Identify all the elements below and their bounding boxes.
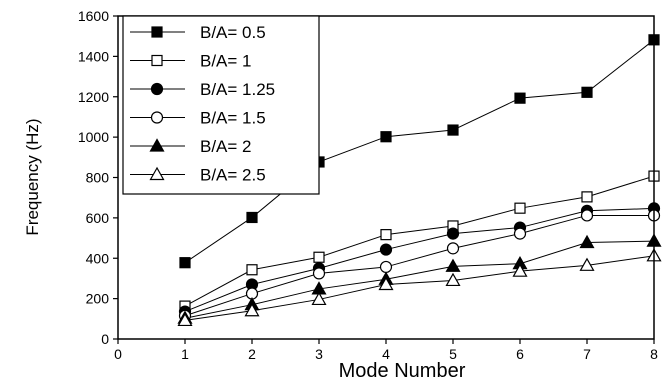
legend-marker [149,138,165,152]
y-tick-label: 600 [86,210,110,226]
data-point [513,227,527,240]
x-tick-label: 0 [114,346,122,362]
y-tick-label: 0 [101,331,109,347]
x-tick-label: 4 [382,346,390,362]
data-point [379,260,393,274]
y-axis-title: Frequency (Hz) [23,118,42,235]
legend-label: B/A= 0.5 [200,23,266,42]
series-line-4 [184,240,655,319]
y-tick-label: 1400 [78,48,109,64]
series-line-3 [184,214,654,317]
y-tick-label: 1200 [78,89,109,105]
data-point [380,131,392,143]
data-point [313,251,325,263]
legend-label: B/A= 1.5 [200,109,266,128]
y-tick-label: 800 [86,170,110,186]
y-tick-label: 1600 [78,8,109,24]
x-tick-label: 8 [650,346,658,362]
data-point [446,242,460,255]
legend-label: B/A= 1.25 [200,80,275,99]
data-point [447,124,459,136]
series-markers [177,34,662,327]
data-point [581,191,593,203]
data-point [445,272,461,287]
x-tick-label: 7 [583,346,591,362]
data-point [579,234,595,249]
data-point [579,257,595,271]
data-point [246,211,258,224]
legend: B/A= 0.5 B/A= 1 B/A= 1.25 B/A= 1.5 B/A= 2 B/A… [122,15,320,195]
data-point [514,202,526,214]
x-tick-label: 2 [248,346,256,362]
data-point [244,303,260,317]
data-point [380,229,392,241]
legend-label: B/A= 1 [200,52,252,71]
legend-label: B/A= 2 [200,137,252,156]
data-point [179,257,191,269]
x-axis-title: Mode Number [339,360,466,382]
series-line-1 [184,175,655,307]
data-point [512,263,528,277]
x-tick-label: 5 [449,346,457,362]
data-point [580,209,594,222]
data-point [379,243,393,256]
data-point [446,227,460,240]
legend-marker [149,166,165,181]
legend-marker [151,54,163,67]
legend-items: B/A= 0.5 B/A= 1 B/A= 1.25 B/A= 1.5 B/A= 2 B/A… [130,23,275,185]
x-tick-label: 6 [516,346,524,362]
y-tick-label: 400 [86,250,110,266]
data-point [177,312,193,327]
data-point [311,291,327,306]
data-point [312,267,326,280]
series-line-2 [184,207,655,313]
x-tick-label: 3 [315,346,323,362]
data-point [581,86,593,98]
legend-marker [150,111,164,124]
data-point [378,276,394,291]
legend-label: B/A= 2.5 [200,166,266,185]
y-tick-label: 1000 [78,129,109,145]
legend-marker [151,26,163,38]
y-tick-label: 200 [86,291,110,307]
legend-marker [150,82,164,96]
axis-ticks: 0 1 2 3 4 5 6 7 8 0 200 400 600 800 1000 1200 1400 1600 [78,8,658,362]
data-point [445,258,461,272]
series-line-0 [184,39,655,264]
series-line-5 [184,255,655,321]
series-lines [184,39,655,321]
legend-box [122,15,320,195]
x-tick-label: 1 [181,346,189,362]
data-point [514,92,526,104]
plot-frame [117,15,655,340]
data-point [246,264,258,276]
